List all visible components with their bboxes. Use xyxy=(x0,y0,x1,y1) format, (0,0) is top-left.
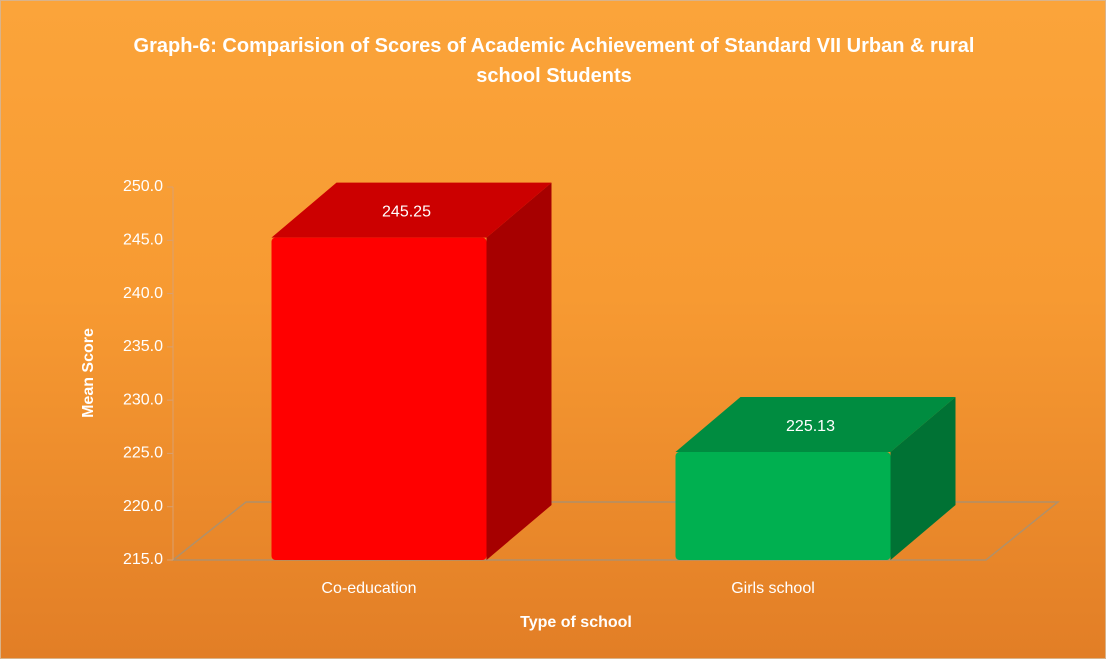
y-tick-label: 245.0 xyxy=(123,232,163,249)
bar xyxy=(271,237,487,560)
y-tick-label: 215.0 xyxy=(123,551,163,568)
data-label: 245.25 xyxy=(382,203,431,220)
y-tick-label: 225.0 xyxy=(123,445,163,462)
chart-title: Graph-6: Comparision of Scores of Academ… xyxy=(133,35,975,87)
data-label: 225.13 xyxy=(786,418,835,435)
y-tick-label: 240.0 xyxy=(123,285,163,302)
bar-side-shade xyxy=(890,397,956,560)
bar-side-shade xyxy=(486,182,552,560)
y-axis-label: Mean Score xyxy=(80,328,97,418)
x-tick-label: Co-education xyxy=(321,580,416,597)
bar-top xyxy=(271,182,552,238)
bar xyxy=(675,452,891,560)
y-tick-label: 220.0 xyxy=(123,498,163,515)
y-tick-label: 230.0 xyxy=(123,391,163,408)
bar-top-shade xyxy=(271,182,552,238)
bar-side xyxy=(890,397,956,560)
y-tick-label: 235.0 xyxy=(123,338,163,355)
y-tick-label: 250.0 xyxy=(123,178,163,195)
x-tick-label: Girls school xyxy=(731,580,815,597)
bar-side xyxy=(486,182,552,560)
bar-top xyxy=(675,397,956,453)
bar-top-shade xyxy=(675,397,956,453)
x-axis-label: Type of school xyxy=(520,614,632,631)
